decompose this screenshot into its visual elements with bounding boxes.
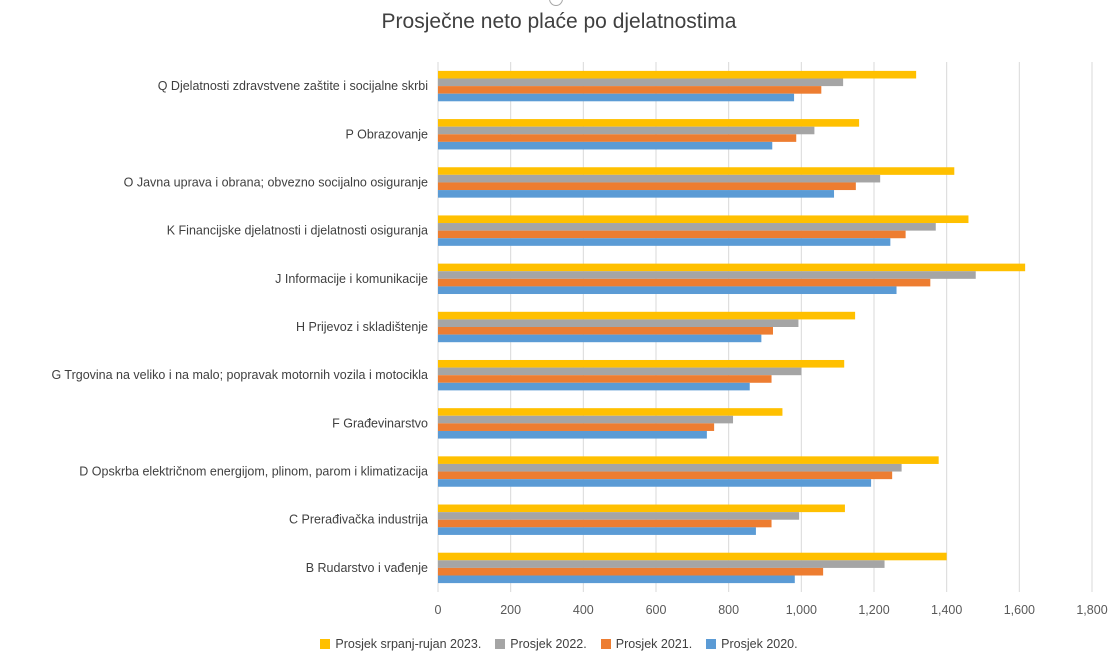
x-tick-label: 400 bbox=[573, 603, 594, 617]
x-axis-ticks: 0 200 400 600 800 1,000 1,200 1,400 1,600 1,800 bbox=[435, 603, 1108, 617]
bar bbox=[438, 382, 750, 391]
bar bbox=[438, 141, 773, 150]
bar bbox=[438, 86, 822, 94]
legend-swatch bbox=[495, 639, 506, 649]
bar bbox=[438, 263, 1026, 272]
legend-swatch bbox=[320, 639, 331, 649]
category-label: P Obrazovanje bbox=[346, 127, 429, 141]
x-tick-label: 1,000 bbox=[786, 603, 817, 617]
legend: Prosjek srpanj-rujan 2023. Prosjek 2022. P… bbox=[0, 637, 1118, 651]
bar bbox=[438, 230, 906, 239]
category-label: H Prijevoz i skladištenje bbox=[296, 320, 428, 334]
x-tick-label: 200 bbox=[500, 603, 521, 617]
category-label: K Financijske djelatnosti i djelatnosti … bbox=[167, 224, 428, 238]
bar bbox=[438, 504, 845, 513]
category-label: G Trgovina na veliko i na malo; popravak… bbox=[51, 368, 428, 382]
bar bbox=[438, 367, 802, 376]
category-label: C Prerađivačka industrija bbox=[289, 513, 428, 527]
bar bbox=[438, 238, 891, 246]
x-tick-label: 0 bbox=[435, 603, 442, 617]
bar bbox=[438, 327, 773, 335]
bar bbox=[438, 415, 734, 424]
bar bbox=[438, 423, 715, 431]
bar bbox=[438, 567, 824, 576]
bar bbox=[438, 375, 772, 383]
legend-swatch bbox=[600, 639, 611, 649]
category-label: F Građevinarstvo bbox=[332, 416, 428, 430]
bar bbox=[438, 78, 844, 87]
category-label: D Opskrba električnom energijom, plinom,… bbox=[79, 465, 428, 479]
chart-title: Prosječne neto plaće po djelatnostima bbox=[381, 10, 737, 33]
x-tick-label: 1,400 bbox=[931, 603, 962, 617]
bar bbox=[438, 359, 845, 368]
legend-item: Prosjek 2021. bbox=[600, 637, 693, 651]
legend-label: Prosjek 2021. bbox=[615, 637, 693, 651]
bar bbox=[438, 190, 835, 198]
bar bbox=[438, 278, 931, 287]
category-labels: Q Djelatnosti zdravstvene zaštite i soci… bbox=[51, 79, 428, 575]
legend-item: Prosjek 2022. bbox=[495, 637, 587, 651]
category-label: O Javna uprava i obrana; obvezno socijal… bbox=[124, 175, 428, 189]
x-tick-label: 1,600 bbox=[1004, 603, 1035, 617]
bar bbox=[438, 119, 860, 127]
bar bbox=[438, 93, 795, 102]
legend-label: Prosjek 2020. bbox=[721, 637, 798, 651]
category-label: Q Djelatnosti zdravstvene zaštite i soci… bbox=[158, 79, 428, 93]
category-label: J Informacije i komunikacije bbox=[275, 272, 428, 286]
bar bbox=[438, 167, 955, 175]
legend-item: Prosjek srpanj-rujan 2023. bbox=[320, 637, 481, 651]
bar bbox=[438, 271, 976, 279]
bar bbox=[438, 174, 881, 183]
x-tick-label: 800 bbox=[718, 603, 739, 617]
bar bbox=[438, 215, 969, 224]
bar bbox=[438, 512, 800, 520]
bar bbox=[438, 134, 797, 142]
bar bbox=[438, 463, 902, 472]
bar bbox=[438, 552, 947, 561]
legend-label: Prosjek 2022. bbox=[510, 637, 587, 651]
legend-swatch bbox=[706, 639, 717, 649]
bar bbox=[438, 126, 815, 135]
bar bbox=[438, 408, 783, 416]
bar bbox=[438, 560, 885, 568]
bar bbox=[438, 334, 762, 343]
bar bbox=[438, 286, 897, 295]
bar bbox=[438, 430, 707, 439]
legend-item: Prosjek 2020. bbox=[706, 637, 798, 651]
bar bbox=[438, 456, 939, 464]
bar bbox=[438, 311, 856, 320]
x-tick-label: 1,200 bbox=[858, 603, 889, 617]
bar bbox=[438, 223, 936, 231]
bar bbox=[438, 527, 756, 535]
bar bbox=[438, 479, 872, 487]
category-label: B Rudarstvo i vađenje bbox=[306, 561, 428, 575]
x-tick-label: 1,800 bbox=[1076, 603, 1107, 617]
x-tick-label: 600 bbox=[646, 603, 667, 617]
bar bbox=[438, 575, 795, 584]
legend-label: Prosjek srpanj-rujan 2023. bbox=[335, 637, 482, 651]
bar bbox=[438, 319, 799, 327]
bars bbox=[438, 70, 1026, 584]
bar bbox=[438, 471, 893, 480]
bar bbox=[438, 70, 917, 79]
bar bbox=[438, 519, 772, 528]
bar bbox=[438, 182, 856, 191]
